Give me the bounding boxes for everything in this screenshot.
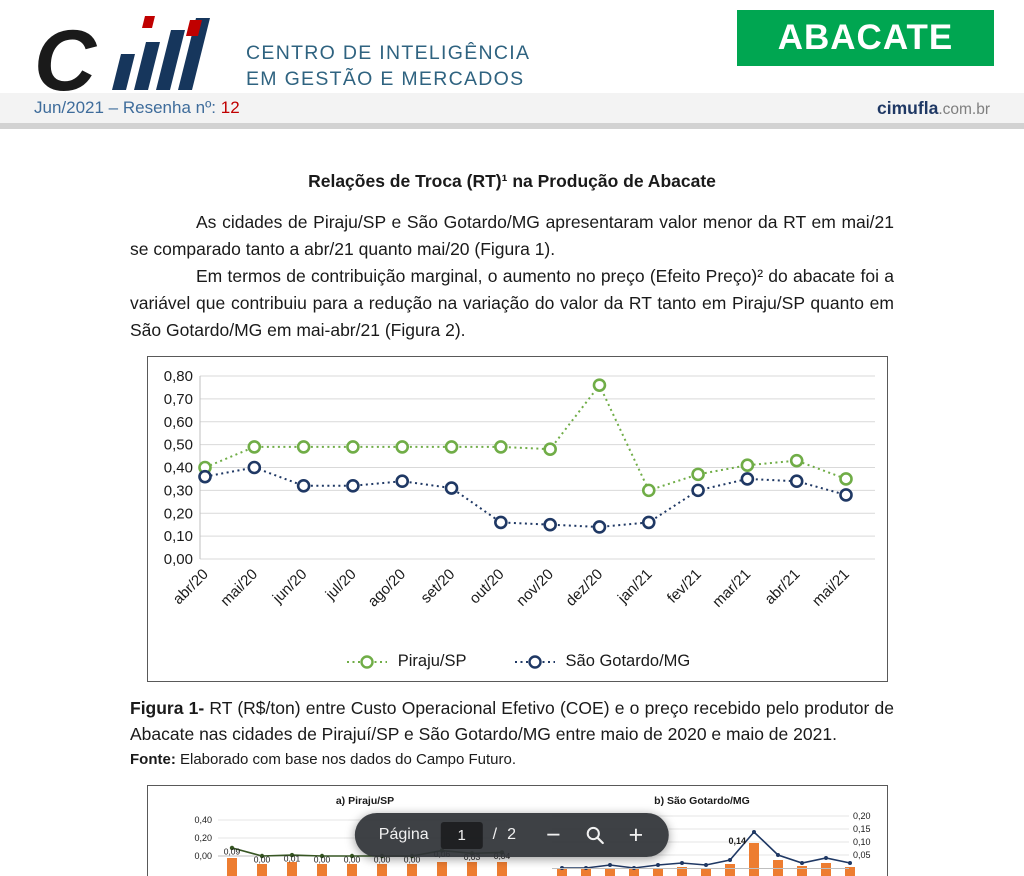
svg-text:0,00: 0,00 (254, 855, 271, 865)
org-name-line1: CENTRO DE INTELIGÊNCIA (246, 42, 531, 64)
svg-text:0,60: 0,60 (164, 414, 193, 431)
svg-text:0,70: 0,70 (164, 391, 193, 408)
svg-text:0,50: 0,50 (164, 437, 193, 454)
issue-number: 12 (220, 98, 240, 117)
svg-text:0,10: 0,10 (164, 528, 193, 545)
svg-text:abr/20: abr/20 (170, 566, 212, 608)
svg-text:0,15: 0,15 (853, 824, 871, 834)
page-number-input[interactable]: 1 (440, 821, 483, 849)
svg-text:0,14: 0,14 (728, 836, 746, 846)
pdf-toolbar: Página 1 / 2 − + (354, 813, 670, 857)
zoom-in-button[interactable]: + (628, 820, 644, 849)
legend-item: Piraju/SP (345, 652, 467, 671)
svg-text:mar/21: mar/21 (709, 566, 754, 611)
zoom-toggle-button[interactable] (585, 825, 605, 845)
svg-text:fev/21: fev/21 (664, 566, 705, 607)
svg-text:0,80: 0,80 (164, 368, 193, 385)
svg-text:mai/21: mai/21 (809, 566, 853, 610)
org-name: CENTRO DE INTELIGÊNCIA EM GESTÃO E MERCA… (246, 40, 530, 92)
page-label: Página (378, 826, 429, 843)
svg-text:out/20: out/20 (466, 566, 508, 608)
svg-text:0,20: 0,20 (853, 811, 871, 821)
site-brand: cimufla (877, 97, 939, 118)
svg-text:0,00: 0,00 (314, 855, 331, 865)
article-body: As cidades de Piraju/SP e São Gotardo/MG… (130, 209, 894, 344)
legend-label: Piraju/SP (397, 652, 467, 670)
svg-text:jul/20: jul/20 (322, 566, 360, 604)
zoom-out-button[interactable]: − (545, 820, 561, 849)
svg-text:0,00: 0,00 (164, 551, 193, 568)
issue-line: Jun/2021 – Resenha nº: 12 (34, 98, 240, 118)
svg-text:0,00: 0,00 (194, 851, 212, 861)
svg-text:dez/20: dez/20 (562, 566, 606, 610)
svg-text:0,00: 0,00 (344, 855, 361, 865)
figure1-frame: 0,80 0,70 0,60 0,50 0,40 0,30 0,20 0,10 0,00 abr/… (147, 356, 888, 682)
svg-text:mai/20: mai/20 (217, 566, 261, 610)
issue-text: Jun/2021 – Resenha nº: (34, 98, 221, 117)
svg-text:0,40: 0,40 (164, 460, 193, 477)
svg-text:nov/20: nov/20 (513, 566, 557, 610)
issue-bar: Jun/2021 – Resenha nº: 12 cimufla.com.br (0, 93, 1024, 123)
svg-text:b) São Gotardo/MG: b) São Gotardo/MG (654, 795, 750, 807)
svg-text:0,20: 0,20 (194, 833, 212, 843)
source-label: Fonte: (130, 751, 176, 768)
page-header: C CENTRO DE INTELIGÊNCIA EM GESTÃO E MER… (0, 0, 1024, 98)
svg-text:C: C (34, 13, 98, 98)
figure1-caption: Figura 1- RT (R$/ton) entre Custo Operac… (130, 696, 894, 770)
minus-icon: − (545, 820, 561, 849)
source-text: Elaborado com base nos dados do Campo Fu… (175, 751, 517, 768)
figure1-source: Fonte: Elaborado com base nos dados do C… (130, 749, 894, 770)
page-total: 2 (507, 826, 516, 843)
plus-icon: + (628, 820, 644, 849)
svg-text:0,40: 0,40 (194, 815, 212, 825)
header-divider (0, 123, 1024, 129)
body-paragraph-1: As cidades de Piraju/SP e São Gotardo/MG… (130, 212, 894, 259)
svg-text:0,01: 0,01 (284, 854, 301, 864)
product-badge: ABACATE (737, 10, 994, 66)
figure1-caption-text: RT (R$/ton) entre Custo Operacional Efet… (130, 698, 894, 744)
svg-text:0,20: 0,20 (164, 505, 193, 522)
page-separator: / (492, 826, 498, 843)
magnifier-icon (586, 826, 604, 845)
svg-text:ago/20: ago/20 (365, 566, 409, 610)
legend-label: São Gotardo/MG (565, 652, 691, 670)
document-page: Relações de Troca (RT)¹ na Produção de A… (130, 171, 894, 876)
svg-text:0,00: 0,00 (374, 855, 391, 865)
site-suffix: .com.br (938, 100, 990, 118)
svg-text:0,30: 0,30 (164, 482, 193, 499)
svg-text:0,00: 0,00 (404, 855, 421, 865)
figure1-chart: 0,800,700,600,500,400,300,200,100,00abr/… (164, 368, 875, 611)
legend-marker-icon (346, 654, 387, 669)
figure1-caption-label: Figura 1- (130, 698, 205, 718)
svg-text:0,10: 0,10 (853, 837, 871, 847)
article-title: Relações de Troca (RT)¹ na Produção de A… (308, 171, 716, 191)
svg-text:a) Piraju/SP: a) Piraju/SP (336, 795, 394, 807)
svg-text:set/20: set/20 (417, 566, 458, 607)
svg-text:abr/21: abr/21 (761, 566, 803, 608)
legend-item: São Gotardo/MG (513, 652, 691, 671)
svg-text:jun/20: jun/20 (269, 566, 311, 608)
org-name-line2: EM GESTÃO E MERCADOS (246, 68, 525, 90)
site-link: cimufla.com.br (877, 98, 990, 119)
body-paragraph-2: Em termos de contribuição marginal, o au… (130, 266, 894, 340)
svg-text:jan/21: jan/21 (614, 566, 656, 608)
figure1-legend: Piraju/SP São Gotardo/MG (148, 644, 887, 675)
cim-logo: C (34, 13, 210, 98)
svg-text:0,09: 0,09 (224, 846, 241, 856)
svg-text:0,05: 0,05 (853, 850, 871, 860)
legend-marker-icon (514, 654, 555, 669)
